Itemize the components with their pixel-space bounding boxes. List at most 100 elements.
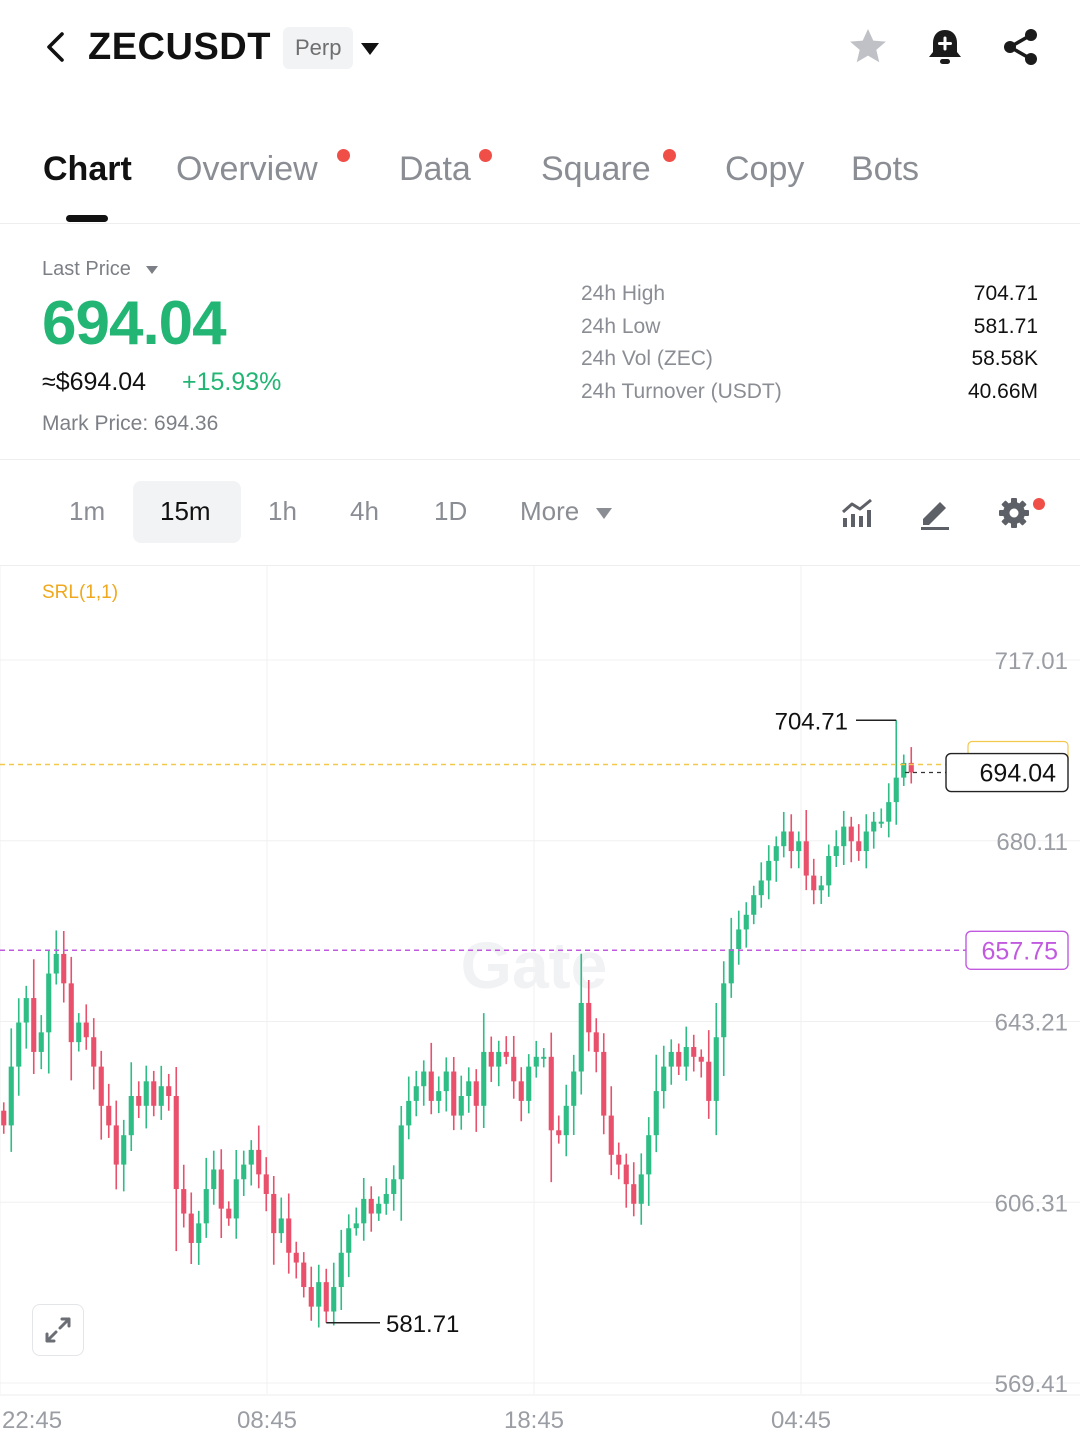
- candle-body: [226, 1208, 232, 1219]
- symbol-title[interactable]: ZECUSDT: [88, 26, 271, 68]
- candle-body: [1, 1110, 7, 1126]
- interval-1d[interactable]: 1D: [434, 496, 468, 526]
- tab-data-badge: [479, 149, 492, 162]
- stat-label-24h-vol: 24h Vol (ZEC): [581, 347, 713, 370]
- candle-body: [788, 831, 794, 852]
- candle-body: [683, 1047, 689, 1067]
- candle-body: [901, 762, 907, 778]
- indicators-icon[interactable]: [838, 494, 876, 532]
- candle-body: [503, 1051, 509, 1057]
- candlestick-chart[interactable]: 717.01 680.11 643.21 606.31 569.41 22:45 08:45…: [0, 566, 1080, 1454]
- candle-body: [263, 1174, 269, 1194]
- candle-body: [331, 1287, 337, 1312]
- candle-body: [406, 1100, 412, 1126]
- candle-body: [773, 846, 779, 861]
- back-icon[interactable]: [40, 30, 74, 64]
- candle-body: [158, 1086, 164, 1106]
- candle-body: [301, 1262, 307, 1288]
- star-icon[interactable]: [847, 26, 889, 68]
- draw-icon[interactable]: [916, 494, 954, 532]
- tab-data[interactable]: Data: [399, 150, 471, 188]
- candle-body: [736, 929, 742, 950]
- candle-body: [803, 841, 809, 876]
- stat-label-24h-high: 24h High: [581, 282, 666, 305]
- x-axis-tick-label: 04:45: [771, 1407, 831, 1434]
- candle-body: [601, 1051, 607, 1116]
- interval-more-button[interactable]: More: [520, 496, 580, 526]
- candle-body: [473, 1081, 479, 1106]
- tab-copy[interactable]: Copy: [725, 150, 805, 188]
- srl-price-tag: [965, 930, 1069, 970]
- current-price-tag: [945, 752, 1069, 793]
- y-axis-tick-label: 717.01: [995, 648, 1068, 675]
- x-axis-tick-label: 22:45: [2, 1407, 62, 1434]
- candle-body: [886, 802, 892, 822]
- candle-body: [278, 1218, 284, 1234]
- x-axis-tick-label: 08:45: [237, 1407, 297, 1434]
- x-axis-tick-label: 18:45: [504, 1407, 564, 1434]
- settings-icon[interactable]: [995, 494, 1033, 532]
- candle-body: [241, 1164, 247, 1180]
- candle-body: [83, 1022, 89, 1038]
- candle-body: [608, 1115, 614, 1155]
- y-axis-tick-label: 643.21: [995, 1010, 1068, 1037]
- candle-body: [391, 1179, 397, 1194]
- candle-body: [38, 1032, 44, 1052]
- candle-body: [766, 860, 772, 881]
- candle-body: [196, 1223, 202, 1243]
- candle-body: [8, 1066, 14, 1126]
- candle-body: [706, 1061, 712, 1101]
- caret-down-icon[interactable]: [146, 266, 158, 274]
- candle-body: [316, 1282, 322, 1307]
- candle-body: [653, 1091, 659, 1136]
- candle-body: [818, 885, 824, 891]
- candle-body: [616, 1154, 622, 1165]
- candle-body: [398, 1125, 404, 1180]
- candle-body: [451, 1071, 457, 1116]
- active-tab-indicator: [66, 215, 108, 222]
- share-icon[interactable]: [1000, 26, 1042, 68]
- candle-body: [293, 1252, 299, 1263]
- stat-value-24h-turnover: 40.66M: [967, 380, 1038, 403]
- tab-chart[interactable]: Chart: [43, 150, 132, 188]
- candle-body: [676, 1051, 682, 1067]
- candle-body: [638, 1174, 644, 1204]
- candle-body: [841, 826, 847, 847]
- interval-15m[interactable]: 15m: [160, 496, 211, 526]
- candle-body: [743, 914, 749, 930]
- srl-price-tag-label: 657.75: [982, 937, 1058, 965]
- candle-body: [436, 1091, 442, 1101]
- candle-body: [691, 1047, 697, 1057]
- tab-square[interactable]: Square: [541, 150, 651, 188]
- interval-1h[interactable]: 1h: [268, 496, 297, 526]
- interval-4h[interactable]: 4h: [350, 496, 379, 526]
- last-price-label[interactable]: Last Price: [42, 258, 131, 280]
- candle-body: [511, 1056, 517, 1082]
- expand-icon[interactable]: [32, 1304, 84, 1356]
- candle-body: [556, 1130, 562, 1136]
- candle-body: [586, 1002, 592, 1033]
- candle-body: [218, 1169, 224, 1209]
- candle-body: [211, 1169, 217, 1190]
- candle-body: [23, 998, 29, 1023]
- caret-down-icon[interactable]: [596, 508, 612, 519]
- chevron-down-icon[interactable]: [360, 42, 380, 56]
- candle-body: [443, 1071, 449, 1092]
- candle-body: [136, 1096, 142, 1106]
- bell-icon[interactable]: [924, 26, 966, 68]
- tab-bots[interactable]: Bots: [851, 150, 920, 188]
- candle-body: [121, 1135, 127, 1165]
- candle-body: [518, 1081, 524, 1101]
- tab-overview[interactable]: Overview: [176, 150, 318, 188]
- candle-body: [541, 1056, 547, 1059]
- current-price-tag-label: 694.04: [980, 760, 1057, 788]
- candle-body: [203, 1189, 209, 1224]
- indicator-label: SRL(1,1): [42, 582, 118, 603]
- candle-body: [661, 1066, 667, 1092]
- candle-body: [61, 953, 67, 984]
- candle-body: [481, 1051, 487, 1106]
- candle-body: [76, 1022, 82, 1043]
- interval-1m[interactable]: 1m: [69, 496, 106, 526]
- stat-value-24h-low: 581.71: [973, 315, 1038, 338]
- candle-body: [698, 1056, 704, 1062]
